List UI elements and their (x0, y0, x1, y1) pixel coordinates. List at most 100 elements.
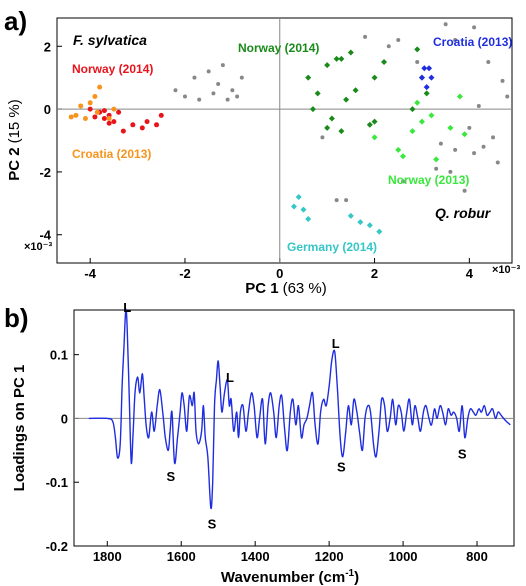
x-tick-label-a: -4 (84, 266, 96, 281)
point-unlabelled (206, 69, 211, 74)
point-0 (106, 120, 112, 126)
panel-a-scatter: a) -4 -2 0 2 4 2 0 -2 -4 F. sylvatica Q. robur N… (4, 6, 520, 297)
point-unlabelled (495, 160, 500, 165)
y-tick-label-a: -2 (39, 165, 51, 180)
point-unlabelled (211, 91, 216, 96)
point-unlabelled (462, 188, 467, 193)
x-tick-label-b: 1400 (241, 549, 270, 564)
species-label-f-sylvatica: F. sylvatica (73, 32, 147, 48)
point-unlabelled (476, 103, 481, 108)
y-axis-label-a: PC 2 (6, 147, 23, 180)
plot-b-ticks: 1800 1600 1400 1200 1000 800 0.1 0 -0.1 -0.2 (46, 348, 488, 564)
point-2 (352, 87, 359, 94)
point-unlabelled (235, 94, 240, 99)
point-2 (314, 90, 321, 97)
point-unlabelled (182, 94, 187, 99)
x-axis-unit-sup-b: -1 (345, 568, 354, 579)
y-tick-label-b: -0.1 (46, 475, 68, 490)
point-0 (111, 119, 117, 125)
y-tick-label-b: 0.1 (50, 348, 68, 363)
point-4 (399, 153, 406, 160)
x-tick-label-a: 2 (371, 266, 378, 281)
panel-a-letter: a) (4, 6, 27, 36)
point-0 (158, 112, 164, 118)
point-1 (106, 116, 112, 122)
point-5 (376, 228, 383, 235)
point-unlabelled (216, 81, 221, 86)
point-5 (357, 219, 364, 226)
point-unlabelled (344, 198, 349, 203)
x-multiplier-a: ×10⁻³ (492, 264, 520, 276)
point-5 (347, 212, 354, 219)
point-2 (305, 74, 312, 81)
point-1 (92, 94, 98, 100)
x-axis-title-b: Wavenumber (cm-1) (221, 568, 359, 586)
point-0 (144, 119, 150, 125)
x-tick-label-b: 800 (466, 549, 488, 564)
y-tick-label-b: 0 (61, 411, 68, 426)
y-tick-label-a: 2 (44, 39, 51, 54)
point-0 (87, 106, 93, 112)
point-1 (78, 103, 84, 109)
point-unlabelled (225, 97, 230, 102)
point-2 (347, 49, 354, 56)
point-unlabelled (434, 166, 439, 171)
point-2 (381, 58, 388, 65)
point-unlabelled (220, 63, 225, 68)
point-0 (139, 125, 145, 131)
peak-label-s: S (337, 459, 346, 474)
point-5 (305, 216, 312, 223)
y-tick-label-b: -0.2 (46, 539, 68, 554)
point-4 (409, 128, 416, 135)
point-unlabelled (443, 22, 448, 27)
plot-a-frame (56, 17, 513, 264)
x-tick-label-a: -2 (179, 266, 191, 281)
point-1 (68, 114, 74, 120)
species-label-q-robur: Q. robur (435, 205, 492, 221)
plot-a-points (68, 22, 510, 235)
point-1 (111, 106, 117, 112)
point-2 (328, 115, 335, 122)
point-4 (418, 118, 425, 125)
plot-b-frame (73, 309, 515, 547)
group-label-croatia-2013-fs: Croatia (2013) (72, 147, 151, 161)
y-tick-label-a: 0 (44, 102, 51, 117)
point-3 (418, 74, 425, 81)
point-unlabelled (472, 151, 477, 156)
point-4 (433, 156, 440, 163)
group-label-norway-2014-fs: Norway (2014) (72, 62, 153, 76)
point-unlabelled (363, 34, 368, 39)
peak-label-s: S (458, 447, 467, 462)
group-label-norway-2013-qr: Norway (2013) (388, 173, 469, 187)
point-2 (338, 128, 345, 135)
point-unlabelled (500, 78, 505, 83)
point-unlabelled (230, 88, 235, 93)
point-unlabelled (415, 59, 420, 64)
point-4 (371, 134, 378, 141)
point-1 (97, 84, 103, 90)
point-4 (414, 99, 421, 106)
x-tick-label-b: 1600 (167, 549, 196, 564)
peak-label-l: L (332, 336, 340, 351)
point-4 (428, 112, 435, 119)
point-1 (82, 116, 88, 122)
point-2 (324, 124, 331, 131)
point-5 (366, 222, 373, 229)
point-2 (409, 106, 416, 113)
point-2 (333, 55, 340, 62)
y-multiplier-a: ×10⁻³ (24, 241, 52, 253)
point-2 (414, 46, 421, 53)
point-unlabelled (505, 94, 510, 99)
point-0 (130, 122, 136, 128)
x-tick-label-b: 1000 (389, 549, 418, 564)
point-0 (101, 116, 107, 122)
x-tick-label-b: 1200 (315, 549, 344, 564)
peak-label-l: L (123, 300, 131, 315)
point-0 (120, 128, 126, 134)
point-2 (338, 55, 345, 62)
peak-label-s: S (167, 469, 176, 484)
point-unlabelled (192, 75, 197, 80)
point-2 (309, 106, 316, 113)
point-unlabelled (481, 144, 486, 149)
